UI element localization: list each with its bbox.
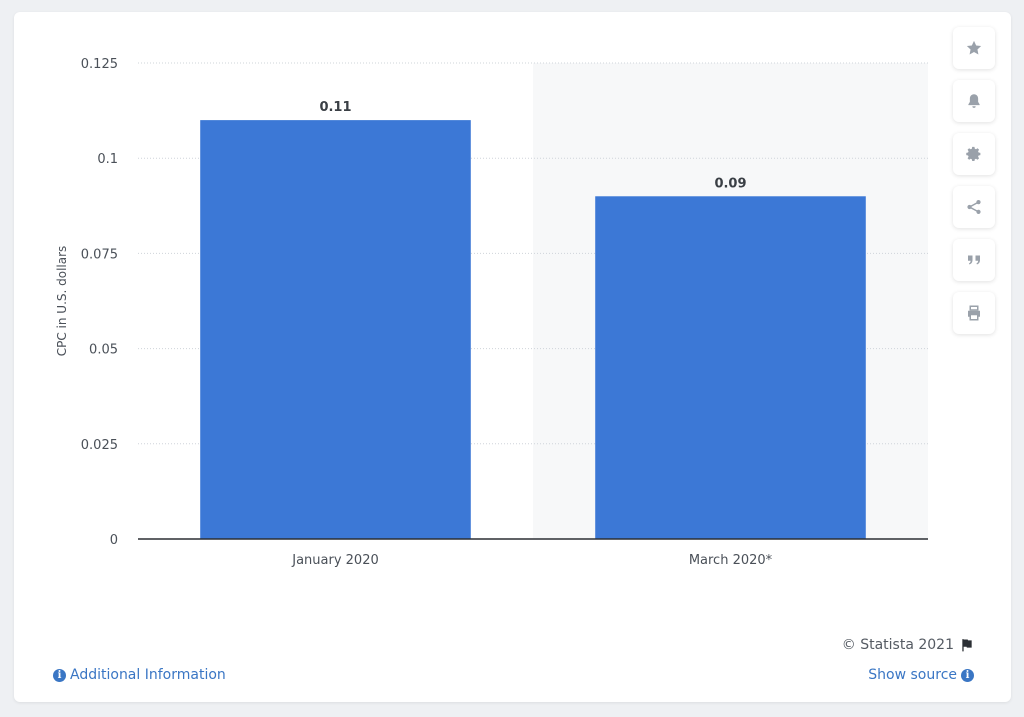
y-tick-label: 0.125 xyxy=(81,57,118,72)
data-label: 0.11 xyxy=(319,100,351,115)
x-tick-label: January 2020 xyxy=(291,553,379,568)
bar xyxy=(595,196,866,539)
show-source-link[interactable]: Show source i xyxy=(868,667,974,683)
gear-icon xyxy=(966,146,981,162)
star-icon xyxy=(966,40,982,55)
quote-icon xyxy=(968,255,980,265)
print-button[interactable] xyxy=(953,292,995,334)
share-button[interactable] xyxy=(953,186,995,228)
notification-button[interactable] xyxy=(953,80,995,122)
y-tick-label: 0.075 xyxy=(81,247,118,262)
copyright-notice: © Statista 2021 xyxy=(842,637,974,653)
additional-information-link[interactable]: i Additional Information xyxy=(53,667,226,683)
copyright-text: © Statista 2021 xyxy=(841,637,954,653)
additional-information-label: Additional Information xyxy=(70,667,226,683)
bar-chart: 0 0.025 0.05 0.075 0.1 0.125 0.11 January 2020 0… xyxy=(55,57,928,568)
info-icon: i xyxy=(961,668,974,682)
flag-icon[interactable] xyxy=(960,638,974,652)
y-tick-label: 0.025 xyxy=(81,438,118,453)
y-axis-title: CPC in U.S. dollars xyxy=(55,246,69,357)
y-tick-label: 0.1 xyxy=(97,152,118,167)
chart-card: 0 0.025 0.05 0.075 0.1 0.125 0.11 January 2020 0… xyxy=(14,12,1011,702)
cite-button[interactable] xyxy=(953,239,995,281)
show-source-label: Show source xyxy=(868,667,957,683)
chart-toolbar xyxy=(953,27,996,345)
print-icon xyxy=(968,305,980,321)
x-tick-label: March 2020* xyxy=(689,553,773,568)
favorite-button[interactable] xyxy=(953,27,995,69)
share-icon xyxy=(967,200,981,214)
y-tick-label: 0.05 xyxy=(89,343,118,358)
bar xyxy=(200,120,471,540)
info-icon: i xyxy=(53,668,66,682)
data-label: 0.09 xyxy=(714,176,746,191)
settings-button[interactable] xyxy=(953,133,995,175)
bell-icon xyxy=(968,94,980,108)
y-tick-label: 0 xyxy=(110,533,118,548)
